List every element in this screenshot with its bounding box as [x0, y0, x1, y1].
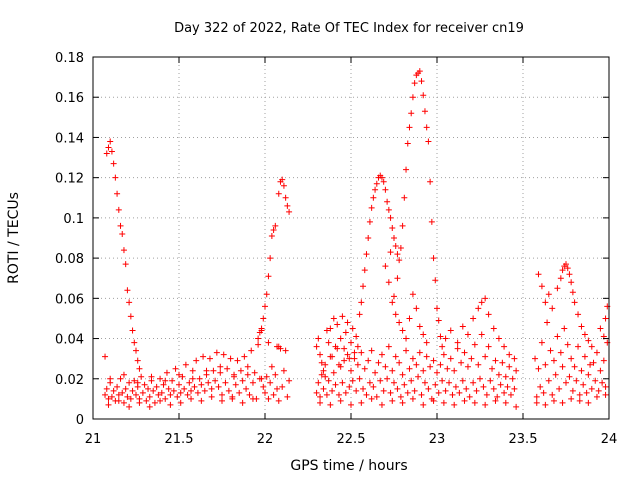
y-tick-label: 0 [76, 413, 84, 428]
x-tick-label: 23 [429, 432, 446, 447]
chart-background [0, 0, 640, 480]
x-tick-label: 21 [85, 432, 102, 447]
y-tick-label: 0.02 [55, 373, 84, 388]
x-tick-label: 24 [601, 432, 618, 447]
x-axis-label: GPS time / hours [290, 458, 407, 474]
y-tick-label: 0.18 [55, 51, 84, 66]
x-tick-label: 23.5 [509, 432, 538, 447]
y-tick-label: 0.1 [63, 212, 84, 227]
chart-title: Day 322 of 2022, Rate Of TEC Index for r… [174, 21, 524, 36]
y-axis-label: ROTI / TECUs [6, 192, 22, 284]
x-tick-label: 22 [257, 432, 274, 447]
x-tick-label: 22.5 [337, 432, 366, 447]
x-tick-label: 21.5 [165, 432, 194, 447]
y-tick-label: 0.14 [55, 131, 84, 146]
y-tick-label: 0.12 [55, 172, 84, 187]
y-tick-label: 0.04 [55, 333, 84, 348]
y-tick-label: 0.16 [55, 91, 84, 106]
y-tick-label: 0.08 [55, 252, 84, 267]
y-tick-label: 0.06 [55, 292, 84, 307]
roti-chart: 21 21.5 22 22.5 23 23.5 24 0 0.02 0.04 0.06 0.08 0.1… [0, 0, 640, 480]
